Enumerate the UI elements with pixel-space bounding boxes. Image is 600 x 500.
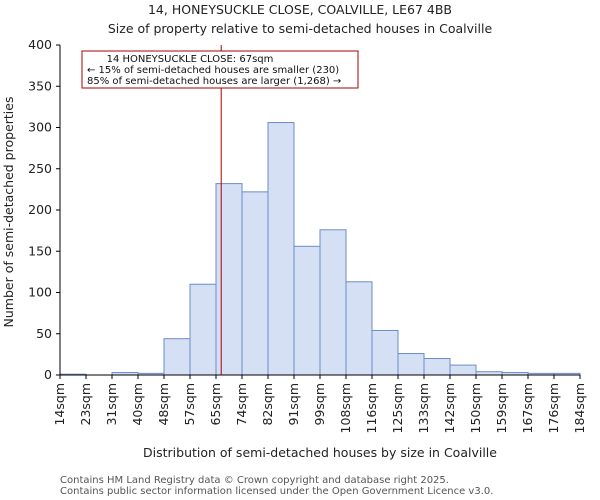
x-tick-label-159sqm: 159sqm (494, 383, 509, 433)
annotation-line-2: ← 15% of semi-detached houses are smalle… (87, 65, 339, 76)
y-tick-label-0: 0 (44, 367, 52, 382)
bar-125sqm (397, 353, 425, 376)
x-tick-label-99sqm: 99sqm (312, 383, 327, 426)
footer-line-1: Contains HM Land Registry data © Crown c… (60, 475, 449, 486)
y-axis-label: Number of semi-detached properties (1, 97, 16, 328)
x-tick-label-23sqm: 23sqm (78, 383, 93, 426)
y-tick-label-350: 350 (28, 78, 52, 93)
x-tick-label-167sqm: 167sqm (520, 383, 535, 433)
bar-74sqm (241, 191, 269, 376)
footer-line-2: Contains public sector information licen… (60, 486, 493, 497)
x-tick-label-82sqm: 82sqm (260, 383, 275, 426)
x-tick-label-108sqm: 108sqm (338, 383, 353, 433)
bar-57sqm (189, 283, 217, 376)
x-tick-label-31sqm: 31sqm (104, 383, 119, 426)
x-tick-label-74sqm: 74sqm (234, 383, 249, 426)
axes-group: 0 50 100 150 200 250 300 350 400 14sqm 23sqm 31sqm 4… (28, 37, 587, 433)
x-tick-label-116sqm: 116sqm (364, 383, 379, 433)
annotation-line-1: 14 HONEYSUCKLE CLOSE: 67sqm (107, 54, 274, 65)
y-tick-label-250: 250 (28, 161, 52, 176)
x-tick-label-176sqm: 176sqm (546, 383, 561, 433)
bar-48sqm (163, 338, 191, 376)
x-tick-label-125sqm: 125sqm (390, 383, 405, 433)
bar-133sqm (423, 358, 451, 376)
x-tick-label-150sqm: 150sqm (468, 383, 483, 433)
y-tick-label-150: 150 (28, 243, 52, 258)
bar-91sqm (293, 245, 321, 376)
x-tick-label-65sqm: 65sqm (208, 383, 223, 426)
bar-108sqm (345, 281, 373, 376)
bar-82sqm (267, 122, 295, 376)
bar-65sqm (215, 183, 243, 376)
y-tick-label-100: 100 (28, 285, 52, 300)
x-tick-label-14sqm: 14sqm (52, 383, 67, 426)
bar-142sqm (449, 364, 477, 376)
chart-title: 14, HONEYSUCKLE CLOSE, COALVILLE, LE67 4… (148, 2, 452, 17)
x-tick-label-133sqm: 133sqm (416, 383, 431, 433)
chart-subtitle: Size of property relative to semi-detach… (108, 21, 493, 36)
x-tick-label-142sqm: 142sqm (442, 383, 457, 433)
bar-116sqm (371, 329, 399, 376)
annotation-line-3: 85% of semi-detached houses are larger (… (87, 76, 341, 87)
y-tick-label-400: 400 (28, 37, 52, 52)
marker-group: 14 HONEYSUCKLE CLOSE: 67sqm← 15% of semi… (81, 45, 359, 375)
x-axis-label: Distribution of semi-detached houses by … (143, 445, 497, 460)
annotation-box (81, 50, 359, 89)
x-tick-label-184sqm: 184sqm (572, 383, 587, 433)
y-tick-label-200: 200 (28, 202, 52, 217)
bars-group (59, 122, 581, 376)
bar-99sqm (319, 229, 347, 376)
y-tick-label-300: 300 (28, 120, 52, 135)
x-tick-label-91sqm: 91sqm (286, 383, 301, 426)
x-tick-label-40sqm: 40sqm (130, 383, 145, 426)
x-tick-label-57sqm: 57sqm (182, 383, 197, 426)
y-tick-label-50: 50 (36, 326, 52, 341)
x-tick-label-48sqm: 48sqm (156, 383, 171, 426)
